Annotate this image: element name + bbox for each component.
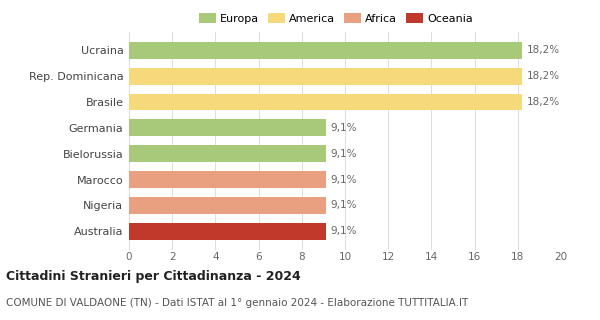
Legend: Europa, America, Africa, Oceania: Europa, America, Africa, Oceania (194, 9, 478, 28)
Text: 18,2%: 18,2% (526, 45, 560, 55)
Text: 9,1%: 9,1% (330, 123, 356, 133)
Text: 9,1%: 9,1% (330, 175, 356, 185)
Text: 18,2%: 18,2% (526, 97, 560, 107)
Text: 9,1%: 9,1% (330, 149, 356, 159)
Text: 18,2%: 18,2% (526, 71, 560, 81)
Bar (129, 42, 522, 59)
Bar (129, 145, 326, 162)
Bar (129, 223, 326, 240)
Text: Cittadini Stranieri per Cittadinanza - 2024: Cittadini Stranieri per Cittadinanza - 2… (6, 270, 301, 284)
Bar (129, 171, 326, 188)
Bar (129, 68, 522, 84)
Bar (129, 197, 326, 214)
Text: 9,1%: 9,1% (330, 226, 356, 236)
Text: 9,1%: 9,1% (330, 200, 356, 211)
Text: COMUNE DI VALDAONE (TN) - Dati ISTAT al 1° gennaio 2024 - Elaborazione TUTTITALI: COMUNE DI VALDAONE (TN) - Dati ISTAT al … (6, 298, 468, 308)
Bar (129, 119, 326, 136)
Bar (129, 94, 522, 110)
